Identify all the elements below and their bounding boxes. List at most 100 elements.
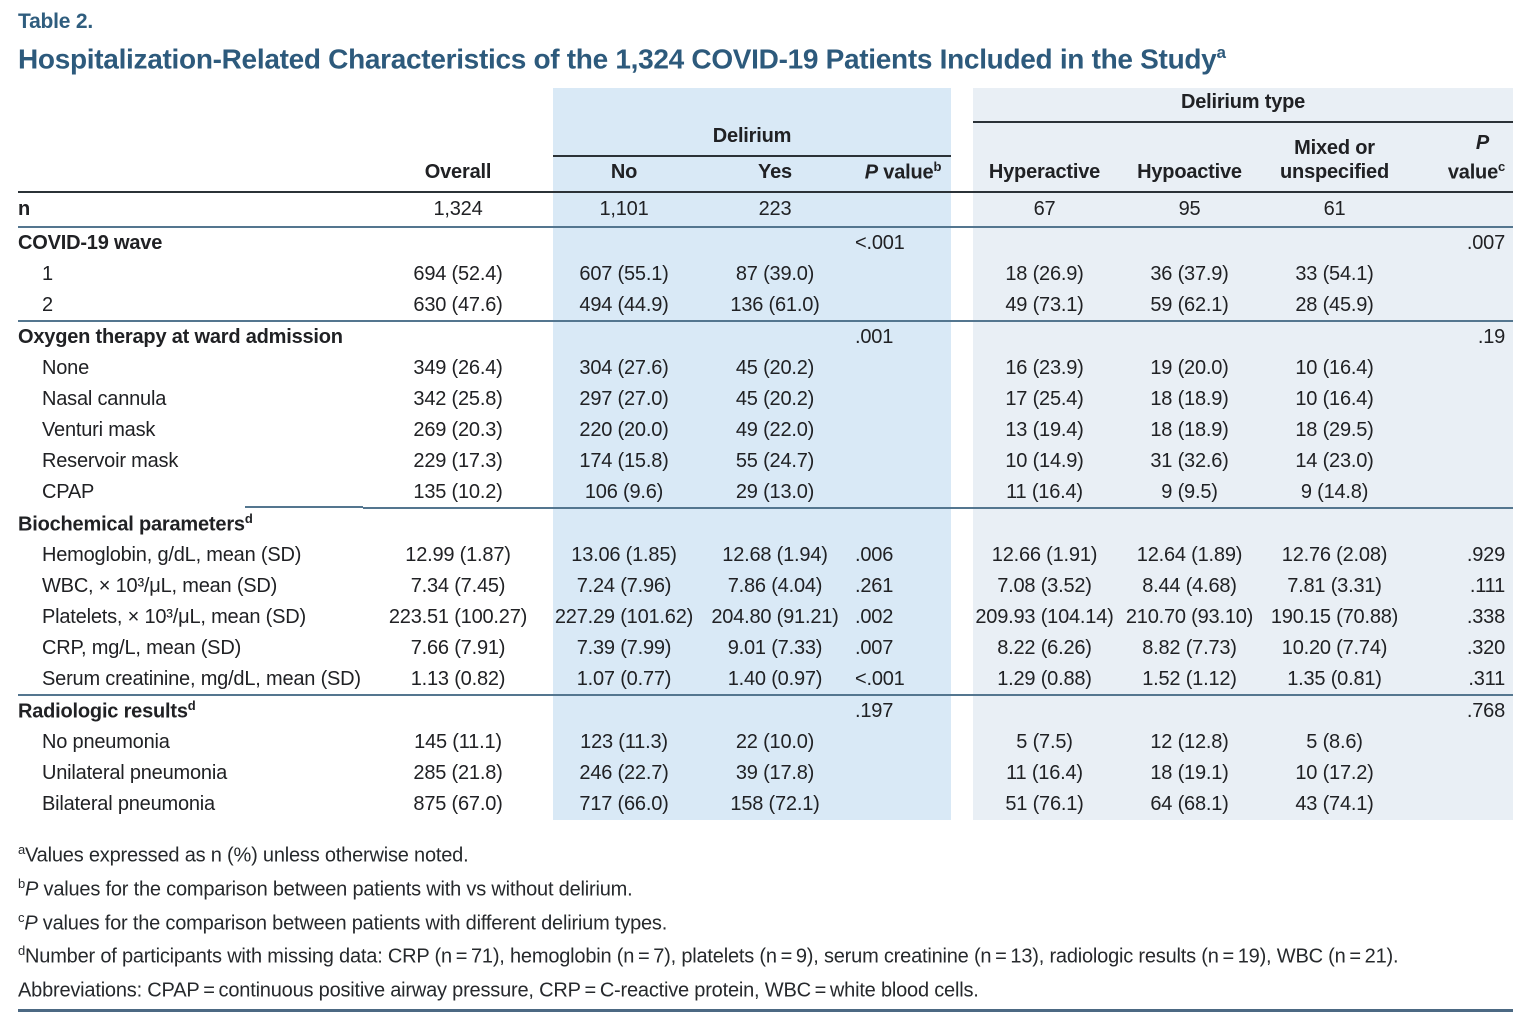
table-cell: 246 (22.7) [553,758,695,790]
row-label: Unilateral pneumonia [42,762,228,785]
table-cell: 9.01 (7.33) [695,633,855,665]
table-cell: 18 (18.9) [1116,415,1263,447]
p-value-c-column-header: P valuec [1406,122,1514,193]
table-cell [553,695,695,728]
table-cell [1406,446,1514,478]
table-cell [855,353,951,385]
table-cell: 1.07 (0.77) [553,664,695,697]
column-gap [951,789,973,820]
table-cell: 18 (19.1) [1116,758,1263,790]
table-cell: 18 (18.9) [1116,384,1263,416]
table-cell: 630 (47.6) [363,290,553,323]
bottom-rule [18,1008,1513,1012]
table-cell: 229 (17.3) [413,450,503,473]
table-cell: 19 (20.0) [1116,353,1263,385]
table-cell: 16 (23.9) [973,353,1116,385]
row-label-cell: Nasal cannula [18,384,363,415]
table-cell [363,695,553,727]
table-cell [1116,695,1263,728]
table-cell [973,227,1116,260]
column-gap [951,664,973,697]
p-value-b-column-header: P valueb [855,156,951,193]
table-row: Platelets, × 10³/μL, mean (SD) 223.51 (10… [18,602,1514,634]
column-gap [951,156,973,192]
table-cell: 1.40 (0.97) [695,664,855,697]
row-label: Oxygen therapy at ward admission [18,326,343,349]
table-cell [855,508,951,541]
overall-column-header: Overall [424,161,492,184]
table-cell: 1,324 [363,191,553,229]
table-cell: 7.81 (3.31) [1263,571,1406,603]
row-label-cell: Unilateral pneumonia [18,758,363,789]
table-row: n 1,324 1,101 223 67 95 61 [18,191,1514,229]
row-label: Reservoir mask [42,450,179,473]
column-gap [951,602,973,633]
table-cell: 51 (76.1) [973,789,1116,821]
table-cell: 9 (14.8) [1263,477,1406,510]
table-cell [855,446,951,478]
mixed-line2: unspecified [1280,161,1389,184]
table-cell: 12 (12.8) [1116,727,1263,759]
table-cell: 285 (21.8) [413,762,503,785]
table-cell [1406,259,1514,291]
column-gap [951,290,973,323]
table-cell [1263,227,1406,260]
footnote-marker: a [18,842,26,858]
table-cell: 43 (74.1) [1263,789,1406,821]
p-word: value [1447,161,1499,184]
row-label: Biochemical parameters [18,513,245,536]
p-italic: P [864,161,878,184]
table-cell [973,321,1116,354]
table-cell: 12.64 (1.89) [1116,540,1263,572]
table-cell: 64 (68.1) [1116,789,1263,821]
table-cell: 7.08 (3.52) [973,571,1116,603]
row-label: 1 [42,263,53,286]
table-cell: 7.34 (7.45) [410,575,506,598]
table-cell [363,227,553,259]
p-italic: P [1475,131,1490,154]
footnote-text: Abbreviations: CPAP = continuous positiv… [18,979,979,1002]
footnote-text: values for the comparison between patien… [38,878,633,901]
table-cell: 49 (73.1) [973,290,1116,323]
table-cell: 59 (62.1) [1116,290,1263,323]
table-cell: .111 [1406,571,1514,603]
p-word: value [877,161,934,184]
table-cell [553,321,695,354]
column-gap [951,633,973,664]
table-cell: 717 (66.0) [553,789,695,821]
footnote-a: aValues expressed as n (%) unless otherw… [18,836,1520,870]
table-cell: 10 (16.4) [1263,353,1406,385]
table-cell [1406,477,1514,510]
column-gap [951,227,973,259]
table-row: Reservoir mask 229 (17.3) 174 (15.8) 55 (24… [18,446,1514,478]
row-label-cell: CPAP [18,477,363,509]
row-label: Bilateral pneumonia [42,793,215,816]
table-cell: 29 (13.0) [695,477,855,510]
table-cell: 1,101 [553,191,695,229]
table-row: 1 694 (52.4) 607 (55.1) 87 (39.0) 18 (26.9) 3… [18,259,1514,291]
table-cell: 18 (29.5) [1263,415,1406,447]
table-cell: 87 (39.0) [695,259,855,291]
table-row: Unilateral pneumonia 285 (21.8) 246 (22.7)… [18,758,1514,790]
table-cell [1406,727,1514,759]
footnote-marker: c [18,909,25,925]
table-cell: .007 [855,633,951,665]
table-cell: 45 (20.2) [695,353,855,385]
column-gap [951,415,973,446]
no-column-header: No [553,156,695,193]
table-cell: 210.70 (93.10) [1116,602,1263,634]
characteristics-table: Delirium type Delirium Hyperactive Hypoa… [18,88,1514,821]
column-gap [951,384,973,415]
table-cell: .19 [1406,321,1514,354]
header-stub-spacer [18,88,363,122]
table-cell: 45 (20.2) [695,384,855,416]
table-cell: 61 [1263,191,1406,229]
table-cell: 7.24 (7.96) [553,571,695,603]
footnotes: aValues expressed as n (%) unless otherw… [18,836,1520,1004]
table-cell [855,727,951,759]
table-label: Table 2. [18,10,94,33]
table-cell [1406,384,1514,416]
row-label-cell: WBC, × 10³/μL, mean (SD) [18,571,363,602]
table-cell: 349 (26.4) [413,357,503,380]
table-cell: 12.66 (1.91) [973,540,1116,572]
